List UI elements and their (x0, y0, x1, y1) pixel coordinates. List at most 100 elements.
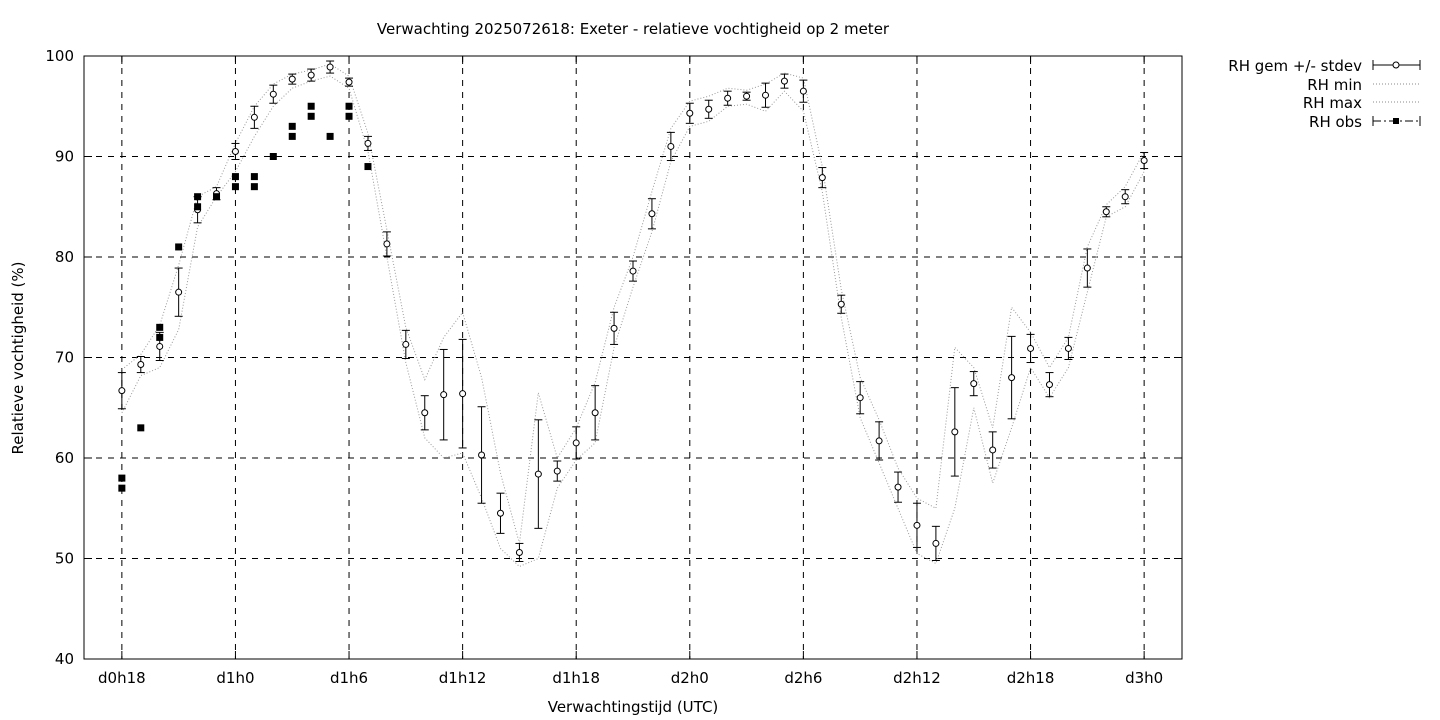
mean-point (231, 147, 239, 155)
obs-point (269, 153, 277, 160)
mean-point (818, 174, 826, 182)
obs-point (156, 333, 164, 341)
legend-label-obs: RH obs (1309, 113, 1362, 131)
mean-point (686, 109, 694, 117)
mean-point (913, 521, 921, 529)
obs-point (194, 203, 202, 211)
mean-point (591, 409, 599, 417)
mean-point (515, 548, 523, 556)
x-axis-label: Verwachtingstijd (UTC) (548, 698, 719, 716)
x-tick-label: d2h18 (1007, 669, 1055, 687)
mean-point (553, 467, 561, 475)
x-tick-label: d1h6 (330, 669, 368, 687)
mean-point (326, 63, 334, 71)
mean-point (1064, 344, 1072, 352)
obs-point (250, 173, 258, 181)
obs-point (156, 323, 164, 331)
mean-point (610, 324, 618, 332)
x-tick-label: d1h12 (439, 669, 487, 687)
x-tick-label: d2h12 (893, 669, 941, 687)
legend-label-mean: RH gem +/- stdev (1228, 57, 1362, 75)
y-tick-label: 70 (55, 349, 74, 367)
mean-point (970, 380, 978, 388)
obs-point (194, 193, 202, 201)
legend-label-max: RH max (1303, 94, 1362, 112)
mean-point (137, 361, 145, 369)
grid-lines (84, 56, 1182, 659)
obs-point (288, 122, 296, 130)
error-bars (117, 60, 1149, 563)
mean-point (894, 483, 902, 491)
obs-point (250, 183, 258, 191)
x-tick-label: d2h0 (671, 669, 709, 687)
mean-point (648, 210, 656, 218)
legend-key-mean (1372, 60, 1421, 70)
obs-point (307, 102, 315, 110)
series-lines (121, 63, 1145, 568)
chart-title: Verwachting 2025072618: Exeter - relatie… (377, 20, 890, 38)
obs-point (231, 183, 239, 191)
obs-point (307, 112, 315, 120)
mean-point (856, 394, 864, 402)
mean-point (951, 428, 959, 436)
mean-point (837, 300, 845, 308)
mean-point (118, 387, 126, 395)
mean-point (250, 113, 258, 121)
mean-point (1008, 374, 1016, 382)
obs-point (118, 474, 126, 482)
y-tick-label: 60 (55, 449, 74, 467)
x-tick-label: d3h0 (1125, 669, 1163, 687)
y-tick-labels: 40 50 60 70 80 90 100 (45, 47, 74, 668)
mean-point (459, 390, 467, 398)
x-tick-label: d0h18 (98, 669, 146, 687)
x-tick-label: d2h6 (784, 669, 822, 687)
mean-point (780, 77, 788, 85)
mean-point (383, 240, 391, 248)
mean-point (1121, 193, 1129, 201)
mean-point (421, 409, 429, 417)
plot-frame (83, 55, 1183, 660)
axis-ticks (84, 55, 1182, 660)
mean-point (1027, 344, 1035, 352)
mean-point (762, 91, 770, 99)
y-axis-label: Relatieve vochtigheid (%) (9, 261, 27, 454)
obs-point (345, 102, 353, 110)
mean-markers (118, 63, 1148, 556)
obs-point (137, 424, 145, 432)
mean-point (1140, 157, 1148, 165)
mean-point (496, 509, 504, 517)
mean-point (156, 342, 164, 350)
obs-point (364, 163, 372, 171)
y-tick-label: 100 (45, 47, 74, 65)
mean-point (724, 94, 732, 102)
mean-point (1045, 381, 1053, 389)
obs-point (288, 132, 296, 140)
mean-point (572, 439, 580, 447)
mean-point (629, 267, 637, 275)
y-tick-label: 50 (55, 550, 74, 568)
y-tick-label: 90 (55, 148, 74, 166)
mean-point (705, 105, 713, 113)
x-tick-labels: d0h18 d1h0 d1h6 d1h12 d1h18 d2h0 d2h6 d2h12 d2h1… (98, 669, 1163, 687)
obs-point (345, 112, 353, 120)
mean-point (534, 470, 542, 478)
obs-point (118, 484, 126, 492)
mean-point (440, 391, 448, 399)
mean-point (478, 451, 486, 459)
y-tick-label: 40 (55, 650, 74, 668)
mean-point (1102, 208, 1110, 216)
mean-point (799, 87, 807, 95)
mean-point (307, 71, 315, 79)
mean-point (345, 78, 353, 86)
obs-point (231, 173, 239, 181)
observation-markers (118, 102, 372, 492)
mean-point (402, 340, 410, 348)
obs-point (213, 193, 221, 201)
mean-point (269, 90, 277, 98)
legend: RH gem +/- stdev RH min RH max RH obs (1228, 57, 1421, 131)
rh-min-line (121, 75, 1145, 568)
mean-point (175, 288, 183, 296)
mean-point (932, 539, 940, 547)
legend-key-obs (1372, 116, 1421, 126)
